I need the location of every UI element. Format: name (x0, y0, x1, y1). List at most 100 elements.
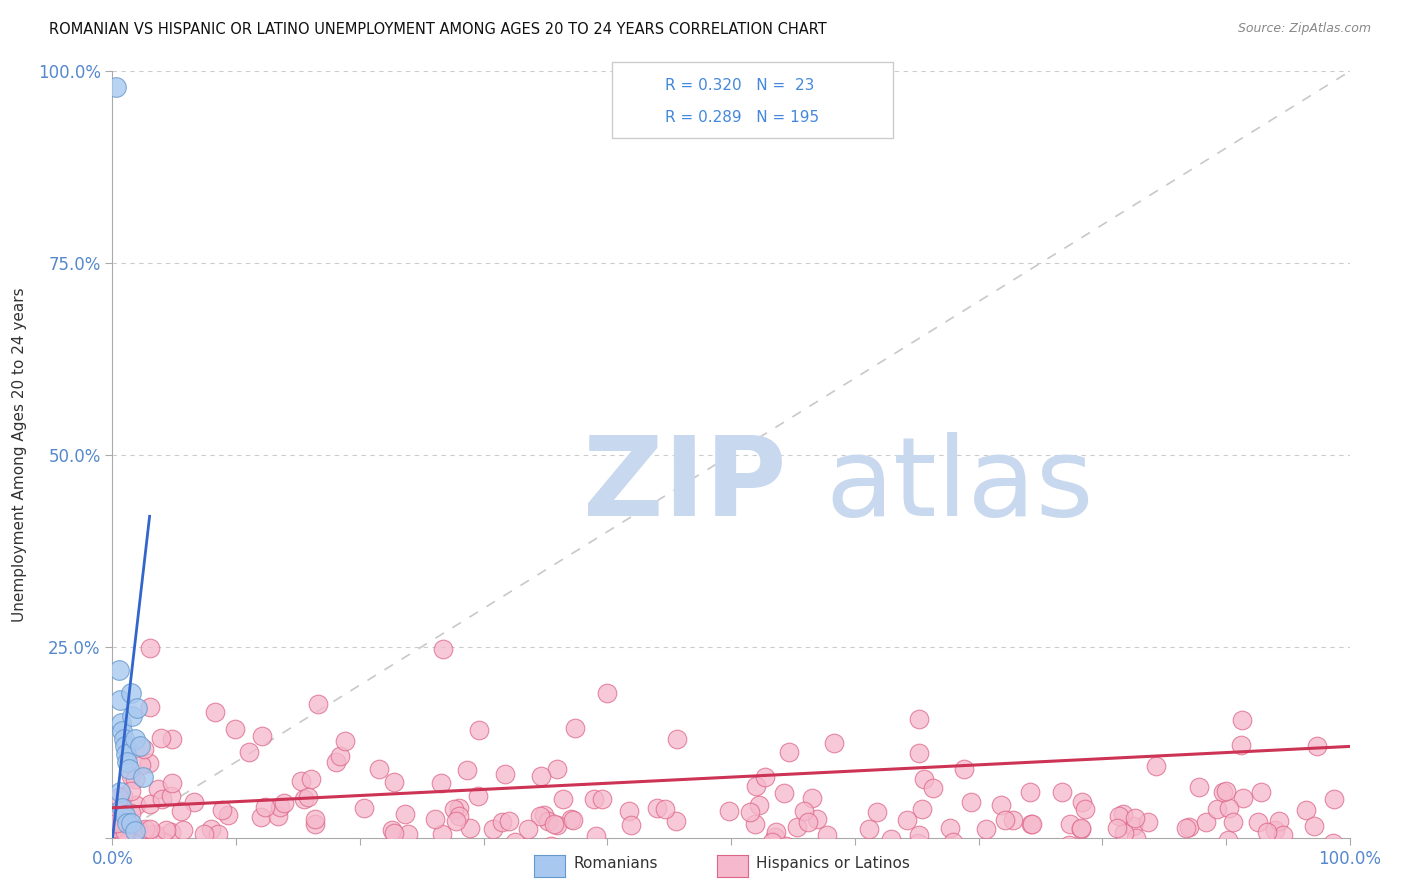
Point (443, 802, 465, 816)
Point (238, 745, 260, 759)
Point (1295, 803, 1317, 817)
Point (1137, 815, 1160, 830)
Point (765, 825, 787, 839)
Point (160, 789, 183, 804)
Text: Romanians: Romanians (574, 856, 658, 871)
Point (128, 825, 150, 839)
Point (1019, 816, 1042, 830)
Point (104, 822, 127, 836)
Point (801, 791, 824, 805)
Point (976, 822, 998, 837)
Point (1267, 814, 1289, 828)
Point (990, 798, 1012, 813)
Point (329, 749, 352, 764)
Point (111, 821, 134, 835)
Point (193, 826, 215, 840)
Point (494, 766, 516, 780)
Point (1256, 825, 1278, 839)
Point (108, 693, 131, 707)
Point (273, 796, 295, 810)
Point (1215, 783, 1237, 797)
Point (1232, 790, 1254, 805)
Point (546, 762, 568, 776)
Point (382, 774, 405, 789)
Point (540, 838, 562, 853)
Point (1122, 819, 1144, 833)
Point (491, 815, 513, 830)
Point (763, 830, 786, 845)
Point (815, 828, 838, 842)
Point (1112, 807, 1135, 822)
Point (1070, 822, 1092, 836)
Point (911, 802, 934, 816)
Point (1206, 802, 1229, 816)
Point (744, 817, 766, 831)
Point (172, 822, 194, 837)
Point (111, 724, 134, 739)
Point (1107, 821, 1129, 835)
Point (381, 823, 404, 838)
Point (1230, 713, 1253, 727)
Text: R = 0.320   N =  23: R = 0.320 N = 23 (665, 78, 814, 93)
Point (139, 822, 162, 837)
Point (591, 792, 613, 806)
Point (738, 805, 761, 819)
Point (754, 771, 776, 785)
Point (1019, 785, 1042, 799)
Point (748, 797, 770, 812)
Point (115, 747, 138, 761)
Point (1194, 815, 1216, 830)
Point (530, 768, 553, 782)
Point (912, 772, 935, 786)
Point (444, 814, 467, 829)
Point (117, 816, 139, 830)
Point (224, 722, 246, 736)
Point (1212, 785, 1234, 799)
Point (127, 701, 149, 715)
Text: ROMANIAN VS HISPANIC OR LATINO UNEMPLOYMENT AMONG AGES 20 TO 24 YEARS CORRELATIO: ROMANIAN VS HISPANIC OR LATINO UNEMPLOYM… (49, 22, 827, 37)
Point (107, 790, 129, 805)
Point (124, 772, 146, 786)
Point (880, 831, 903, 846)
Point (396, 827, 419, 841)
Point (1271, 828, 1294, 842)
Point (368, 762, 391, 776)
Point (132, 770, 155, 784)
Point (595, 686, 617, 700)
Point (942, 835, 965, 849)
Point (921, 781, 943, 796)
Point (114, 862, 136, 876)
Point (1114, 826, 1136, 840)
Point (908, 746, 931, 760)
Point (1059, 817, 1081, 831)
Point (110, 716, 132, 731)
Point (467, 723, 489, 737)
Point (1052, 785, 1074, 799)
Text: R = 0.289   N = 195: R = 0.289 N = 195 (665, 110, 820, 125)
Point (553, 791, 575, 805)
Point (543, 817, 565, 831)
Point (250, 810, 273, 824)
Point (170, 804, 193, 818)
Point (394, 806, 416, 821)
Point (1108, 809, 1130, 823)
Point (1125, 830, 1147, 845)
Point (134, 742, 156, 756)
Point (806, 812, 828, 826)
Point (1303, 819, 1326, 833)
Point (1070, 822, 1092, 836)
Text: Source: ZipAtlas.com: Source: ZipAtlas.com (1237, 22, 1371, 36)
Point (858, 822, 880, 837)
Point (153, 835, 176, 849)
Point (1071, 795, 1094, 809)
Point (1250, 785, 1272, 799)
Point (718, 804, 741, 818)
Point (183, 795, 205, 809)
Point (429, 776, 451, 790)
Point (447, 800, 470, 814)
Point (112, 819, 135, 833)
Point (1001, 813, 1024, 827)
Point (503, 835, 526, 849)
Point (139, 797, 162, 811)
Point (124, 731, 146, 746)
